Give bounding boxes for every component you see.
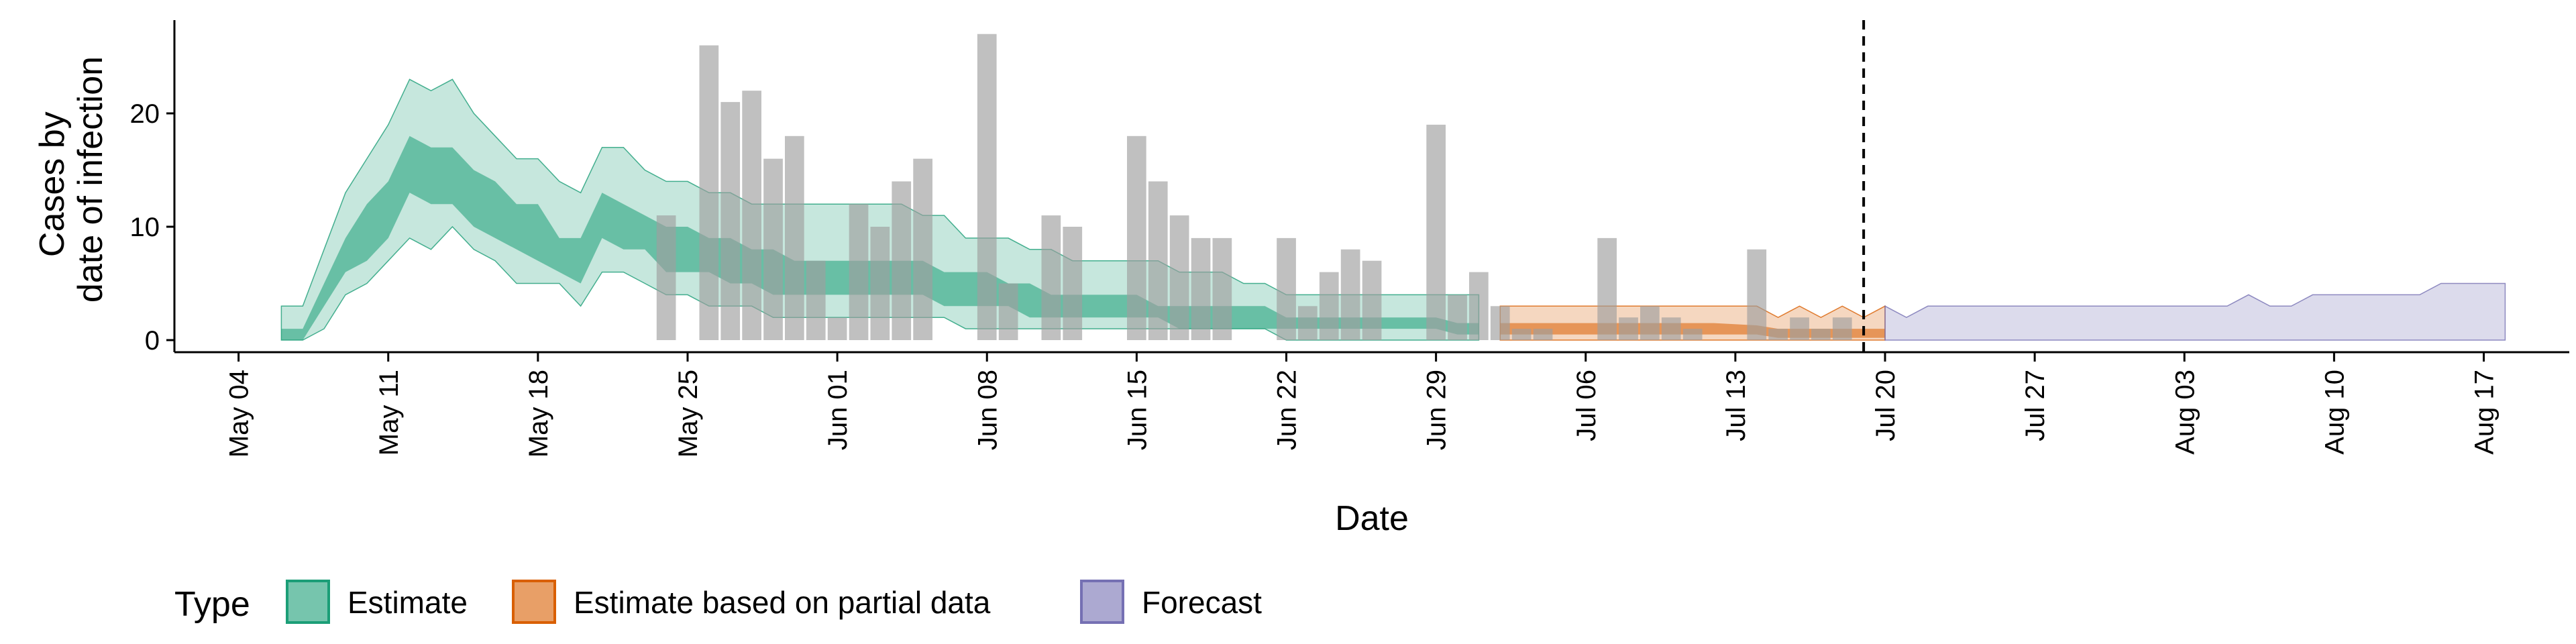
- x-tick-label: May 04: [225, 370, 254, 458]
- case-bar: [1341, 250, 1360, 340]
- case-bar: [1042, 215, 1061, 340]
- x-tick-label: Jul 20: [1871, 370, 1900, 441]
- case-bar: [763, 159, 783, 340]
- legend-item-label: Estimate based on partial data: [574, 585, 991, 620]
- legend: Type Estimate Estimate based on partial d…: [174, 581, 1262, 624]
- legend-key-swatch: [513, 581, 555, 623]
- case-bar: [1597, 238, 1617, 340]
- case-bar: [1362, 261, 1382, 340]
- case-bar: [871, 227, 890, 340]
- legend-key-swatch: [287, 581, 329, 623]
- y-axis-title-line-2: date of infection: [71, 56, 110, 303]
- case-bar: [1191, 238, 1211, 340]
- x-tick-label: May 18: [524, 370, 553, 458]
- legend-item-label: Estimate: [347, 585, 468, 620]
- case-bar: [1127, 136, 1146, 340]
- case-bar: [657, 215, 676, 340]
- case-bar: [742, 91, 761, 340]
- y-tick-label: 0: [145, 326, 160, 356]
- case-bar: [1148, 181, 1168, 340]
- case-bar: [1640, 306, 1660, 340]
- x-tick-label: Jul 13: [1721, 370, 1751, 441]
- case-bar: [806, 261, 826, 340]
- bands-layer: [281, 79, 2505, 340]
- case-bar: [1491, 306, 1510, 340]
- case-bar: [1469, 272, 1489, 340]
- x-ticks: May 04 May 11 May 18 May 25 Jun 01 Jun 08 Jun …: [225, 352, 2500, 458]
- case-bar: [1448, 294, 1467, 340]
- case-bar: [892, 181, 911, 340]
- case-bar: [999, 284, 1018, 341]
- case-bar: [1683, 329, 1703, 340]
- case-bar: [1320, 272, 1339, 340]
- case-bar: [1833, 317, 1852, 340]
- x-axis-title: Date: [1335, 499, 1409, 538]
- case-bar: [1768, 329, 1788, 340]
- case-bar: [1426, 125, 1446, 340]
- case-bar: [1619, 317, 1638, 340]
- x-tick-label: Aug 17: [2470, 370, 2500, 455]
- legend-title: Type: [174, 585, 250, 624]
- legend-item-label: Forecast: [1142, 585, 1262, 620]
- case-bar: [1662, 317, 1681, 340]
- case-bar: [1170, 215, 1189, 340]
- x-tick-label: Jun 08: [973, 370, 1002, 450]
- case-bar: [1534, 329, 1553, 340]
- case-bar: [1747, 250, 1766, 340]
- case-bar: [1512, 329, 1532, 340]
- case-bar: [977, 34, 997, 340]
- x-tick-label: Jul 06: [1572, 370, 1601, 441]
- x-tick-label: Jul 27: [2021, 370, 2050, 441]
- case-bar: [1277, 238, 1296, 340]
- y-tick-label: 10: [130, 213, 160, 242]
- y-axis-title: Cases by date of infection: [33, 56, 110, 303]
- x-tick-label: Jun 29: [1422, 370, 1452, 450]
- case-bar: [828, 317, 847, 340]
- case-bar: [1811, 329, 1831, 340]
- x-tick-label: Aug 10: [2320, 370, 2349, 455]
- case-bar: [1063, 227, 1082, 340]
- y-axis-title-line-1: Cases by: [33, 111, 72, 257]
- case-bar: [720, 102, 740, 340]
- x-tick-label: Jun 01: [823, 370, 853, 450]
- forecast-band: [1885, 284, 2505, 341]
- case-bar: [785, 136, 804, 340]
- x-tick-label: Jun 22: [1273, 370, 1302, 450]
- legend-key-swatch: [1081, 581, 1123, 623]
- y-ticks: 0 10 20: [130, 99, 175, 356]
- case-bar: [1213, 238, 1232, 340]
- x-tick-label: May 11: [374, 370, 404, 455]
- case-bar: [700, 46, 719, 340]
- y-tick-label: 20: [130, 99, 160, 129]
- case-bar: [849, 204, 869, 340]
- case-bar: [913, 159, 932, 340]
- x-tick-label: Aug 03: [2170, 370, 2200, 455]
- x-tick-label: Jun 15: [1122, 370, 1152, 450]
- x-tick-label: May 25: [674, 370, 703, 458]
- case-bar: [1298, 306, 1318, 340]
- case-bar: [1790, 317, 1809, 340]
